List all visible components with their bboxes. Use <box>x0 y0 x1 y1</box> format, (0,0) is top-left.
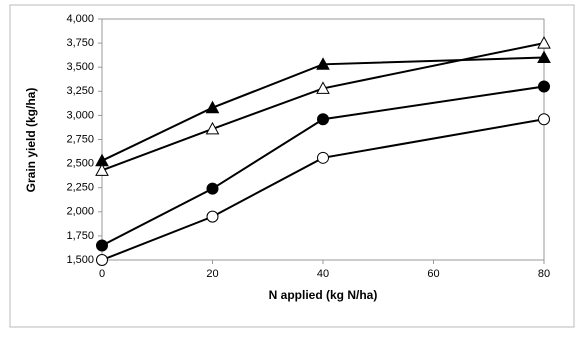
series-line <box>101 42 545 172</box>
marker <box>206 182 219 195</box>
y-tick-label: 3,250 <box>66 85 94 97</box>
y-tick-label: 1,500 <box>66 254 94 266</box>
y-tick-label: 2,500 <box>66 158 94 170</box>
x-tick-label: 0 <box>99 268 105 280</box>
marker <box>537 50 551 64</box>
marker <box>538 113 550 126</box>
series-line <box>101 118 545 261</box>
marker <box>537 36 551 49</box>
y-axis-title: Grain yield (kg/ha) <box>24 88 38 193</box>
marker <box>317 151 329 164</box>
y-tick-label: 4,000 <box>66 13 94 25</box>
x-axis-title: N applied (kg N/ha) <box>269 288 378 302</box>
y-tick-label: 1,750 <box>66 230 94 242</box>
marker <box>96 254 108 266</box>
marker <box>316 81 330 94</box>
marker <box>316 57 330 70</box>
y-tick-label: 3,000 <box>66 109 94 121</box>
series-line <box>101 85 545 247</box>
marker <box>538 80 550 93</box>
y-tick-label: 3,750 <box>66 37 94 49</box>
marker <box>205 100 220 114</box>
y-tick-label: 2,000 <box>66 206 94 218</box>
marker <box>95 163 109 176</box>
marker <box>206 210 219 223</box>
y-tick-label: 2,750 <box>66 133 94 145</box>
series-line <box>101 56 545 162</box>
marker <box>205 121 220 135</box>
y-tick-label: 3,500 <box>66 61 94 73</box>
x-tick-label: 20 <box>206 268 218 280</box>
x-tick-label: 60 <box>427 268 439 280</box>
marker <box>96 239 108 252</box>
marker <box>317 113 329 126</box>
y-tick-label: 2,250 <box>66 182 94 194</box>
x-tick-label: 80 <box>538 268 550 280</box>
x-tick-label: 40 <box>317 268 329 280</box>
